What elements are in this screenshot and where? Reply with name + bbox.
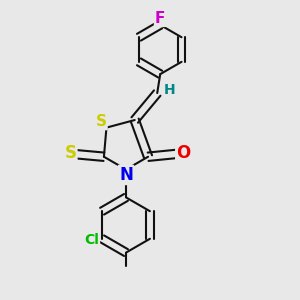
Text: H: H — [164, 83, 176, 97]
Text: S: S — [64, 144, 76, 162]
Text: F: F — [155, 11, 165, 26]
Text: S: S — [96, 114, 106, 129]
Text: O: O — [176, 144, 190, 162]
Text: N: N — [119, 166, 133, 184]
Text: Cl: Cl — [84, 233, 99, 247]
